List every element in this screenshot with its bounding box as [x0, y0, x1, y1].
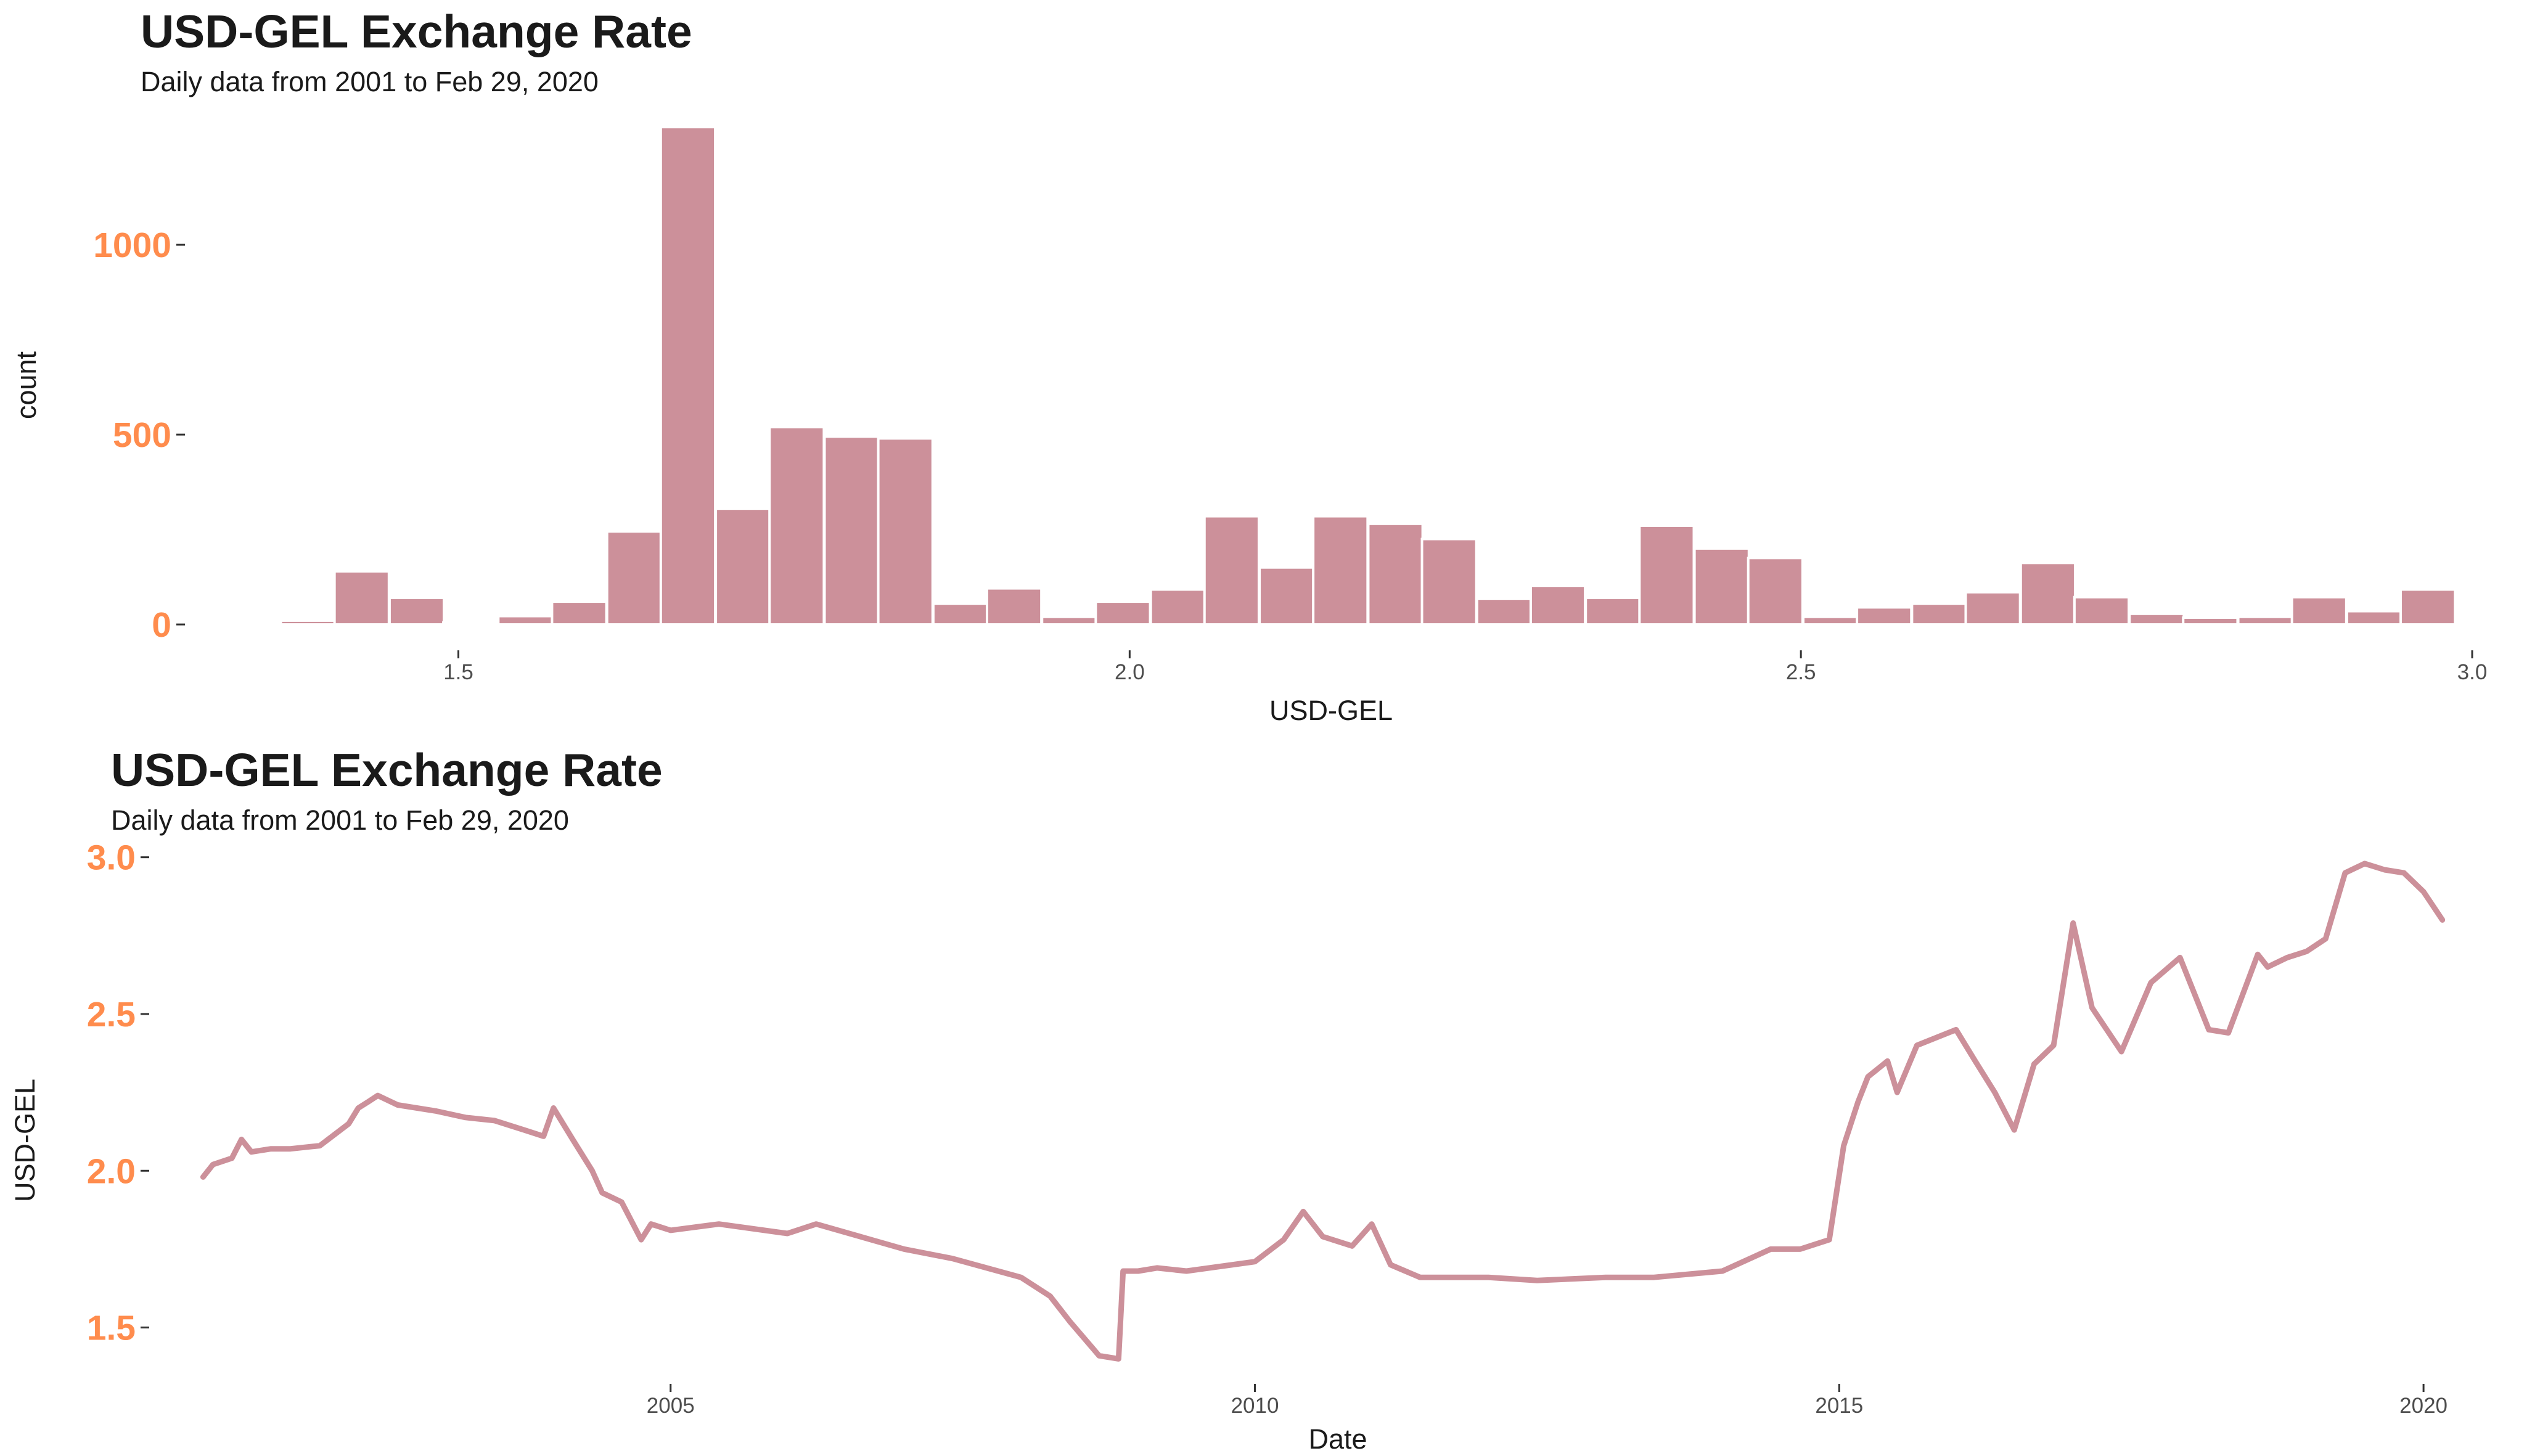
- histogram-bar: [605, 530, 663, 626]
- x-tick-label: 2005: [647, 1394, 695, 1418]
- histogram-bar: [1041, 615, 1098, 626]
- x-tick-label: 2.5: [1786, 660, 1816, 684]
- histogram-subtitle: Daily data from 2001 to Feb 29, 2020: [141, 66, 599, 97]
- histogram-bar: [1367, 522, 1424, 626]
- histogram-bar: [1420, 538, 1478, 626]
- y-tick-label: 1.5: [87, 1309, 136, 1348]
- y-axis-label: count: [10, 351, 42, 419]
- line-panel: USD-GEL Exchange Rate Daily data from 20…: [0, 734, 2548, 1456]
- y-tick-label: 0: [152, 605, 171, 645]
- histogram-bar: [932, 602, 989, 626]
- histogram-panel: USD-GEL Exchange Rate Daily data from 20…: [10, 6, 2488, 727]
- histogram-bar: [333, 570, 390, 626]
- histogram-bar: [2182, 616, 2239, 626]
- y-tick-label: 2.5: [87, 995, 136, 1034]
- histogram-bar: [1638, 524, 1695, 626]
- histogram-bar: [2128, 612, 2185, 626]
- histogram-bar: [2290, 595, 2348, 626]
- y-tick-label: 2.0: [87, 1151, 136, 1191]
- histogram-bar: [985, 587, 1043, 626]
- histogram-bar: [1203, 515, 1260, 626]
- line-chart: 1.5 2.0 2.5 3.0 2005 2010 2015 2020 Date USD-GEL: [9, 838, 2448, 1455]
- histogram-bar: [2399, 588, 2457, 626]
- histogram-bar: [1964, 591, 2022, 626]
- histogram-bar: [1094, 600, 1152, 626]
- histogram-bar: [2345, 610, 2403, 626]
- histogram-bar: [2019, 562, 2076, 626]
- histogram-title: USD-GEL Exchange Rate: [141, 6, 692, 57]
- line-chart-subtitle: Daily data from 2001 to Feb 29, 2020: [111, 804, 569, 836]
- line-chart-title: USD-GEL Exchange Rate: [111, 744, 663, 796]
- histogram-bar: [659, 126, 717, 626]
- histogram-bar: [1312, 515, 1369, 626]
- histogram-bar: [497, 615, 554, 626]
- x-tick-label: 2.0: [1115, 660, 1145, 684]
- histogram-chart: 0 500 1000 1.5 2.0 2.5 3.0 USD-GEL count: [10, 126, 2488, 726]
- histogram-bar: [1747, 557, 1804, 626]
- histogram-bar: [1258, 566, 1316, 626]
- x-tick-label: 2015: [1815, 1394, 1863, 1418]
- y-tick-label: 3.0: [87, 838, 136, 878]
- x-tick-label: 2020: [2399, 1394, 2448, 1418]
- y-tick-label: 1000: [93, 226, 171, 265]
- histogram-bar: [279, 619, 337, 626]
- histogram-bar: [1475, 597, 1533, 626]
- x-tick-label: 1.5: [443, 660, 473, 684]
- histogram-bar: [388, 596, 446, 626]
- histogram-bar: [1693, 547, 1750, 626]
- x-tick-label: 2010: [1231, 1394, 1279, 1418]
- x-axis-label: USD-GEL: [1269, 695, 1393, 726]
- histogram-bar: [1801, 615, 1859, 626]
- exchange-rate-line: [200, 861, 2446, 1362]
- x-axis-label: Date: [1308, 1423, 1367, 1455]
- histogram-bar: [715, 507, 772, 626]
- histogram-bar: [2073, 595, 2131, 626]
- histogram-bar: [823, 435, 880, 626]
- histogram-bar: [442, 621, 499, 626]
- histogram-bar: [1584, 596, 1642, 626]
- y-tick-label: 500: [113, 415, 171, 455]
- histogram-bar: [1911, 602, 1968, 626]
- x-tick-label: 3.0: [2457, 660, 2488, 684]
- y-axis-label: USD-GEL: [9, 1079, 41, 1202]
- histogram-bar: [1529, 584, 1587, 626]
- histogram-bar: [877, 437, 934, 626]
- histogram-bar: [1149, 588, 1206, 626]
- histogram-bar: [2237, 615, 2294, 626]
- histogram-bar: [551, 600, 608, 626]
- histogram-bar: [1856, 606, 1913, 626]
- histogram-bar: [768, 425, 825, 626]
